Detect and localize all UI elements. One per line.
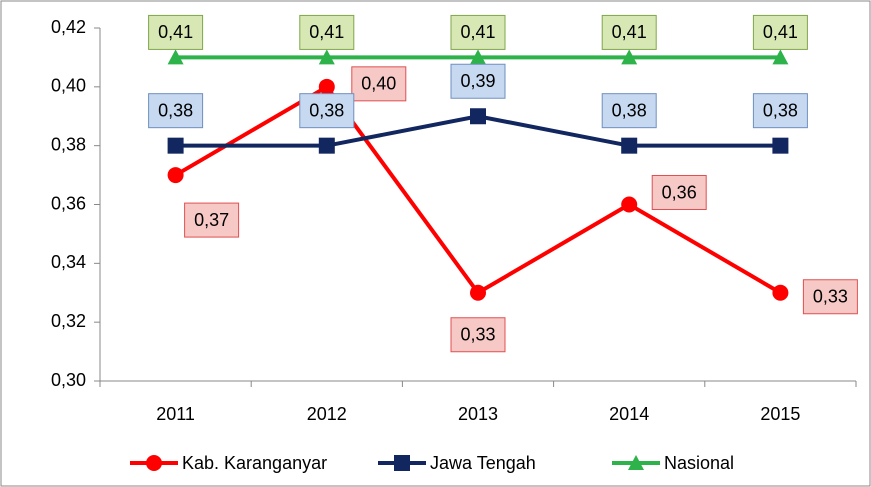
legend-label: Jawa Tengah	[430, 453, 536, 473]
data-label-box	[752, 14, 808, 50]
data-label-box	[450, 317, 506, 353]
legend-label: Nasional	[664, 453, 734, 473]
y-tick-label: 0,32	[51, 311, 86, 331]
data-label: 0,38	[763, 100, 798, 120]
data-label: 0,41	[309, 22, 344, 42]
data-label-box	[601, 93, 657, 129]
marker	[772, 49, 789, 65]
marker	[318, 78, 335, 95]
marker	[394, 455, 410, 471]
marker	[621, 196, 638, 213]
data-label-box	[450, 63, 506, 99]
data-label-box	[651, 175, 707, 210]
series	[167, 49, 789, 65]
marker	[167, 137, 184, 154]
marker	[146, 455, 162, 471]
data-label-box	[148, 93, 204, 129]
data-label: 0,41	[460, 22, 495, 42]
data-label-box	[450, 14, 506, 50]
data-label-box	[299, 14, 355, 50]
data-label-box	[802, 279, 858, 315]
data-label-box	[148, 14, 204, 50]
data-label-box	[752, 93, 808, 129]
marker	[318, 137, 335, 154]
data-label-box	[299, 93, 355, 129]
data-label: 0,36	[662, 182, 697, 202]
x-tick-label: 2012	[307, 404, 347, 424]
series	[167, 78, 789, 301]
data-label: 0,33	[460, 325, 495, 345]
data-label: 0,38	[158, 100, 193, 120]
data-label-box	[351, 66, 407, 102]
data-label: 0,38	[309, 100, 344, 120]
data-label: 0,40	[361, 74, 396, 94]
marker	[167, 167, 184, 184]
y-tick-label: 0,30	[51, 370, 86, 390]
marker	[470, 49, 486, 65]
y-tick-label: 0,34	[51, 252, 86, 272]
x-tick-label: 2013	[458, 404, 498, 424]
marker	[621, 49, 638, 65]
marker	[167, 49, 184, 65]
marker	[470, 284, 486, 301]
data-label: 0,33	[813, 287, 848, 307]
x-tick-label: 2014	[609, 404, 649, 424]
data-label: 0,39	[460, 71, 495, 91]
y-tick-label: 0,36	[51, 193, 86, 213]
marker	[628, 455, 644, 470]
y-tick-label: 0,42	[51, 17, 86, 37]
marker	[772, 284, 789, 301]
x-tick-label: 2015	[760, 404, 800, 424]
data-label: 0,37	[194, 210, 229, 230]
data-label-box	[601, 14, 657, 50]
x-tick-label: 2011	[156, 404, 195, 424]
legend-label: Kab. Karanganyar	[182, 453, 327, 473]
marker	[772, 137, 789, 154]
marker	[318, 49, 335, 65]
data-label: 0,41	[158, 22, 193, 42]
marker	[621, 137, 638, 154]
data-label: 0,38	[612, 100, 647, 120]
y-tick-label: 0,38	[51, 134, 86, 154]
data-label: 0,41	[612, 22, 647, 42]
data-label-box	[184, 202, 240, 238]
marker	[470, 108, 486, 125]
data-label: 0,41	[763, 22, 798, 42]
series	[167, 108, 789, 154]
y-tick-label: 0,40	[51, 76, 86, 96]
